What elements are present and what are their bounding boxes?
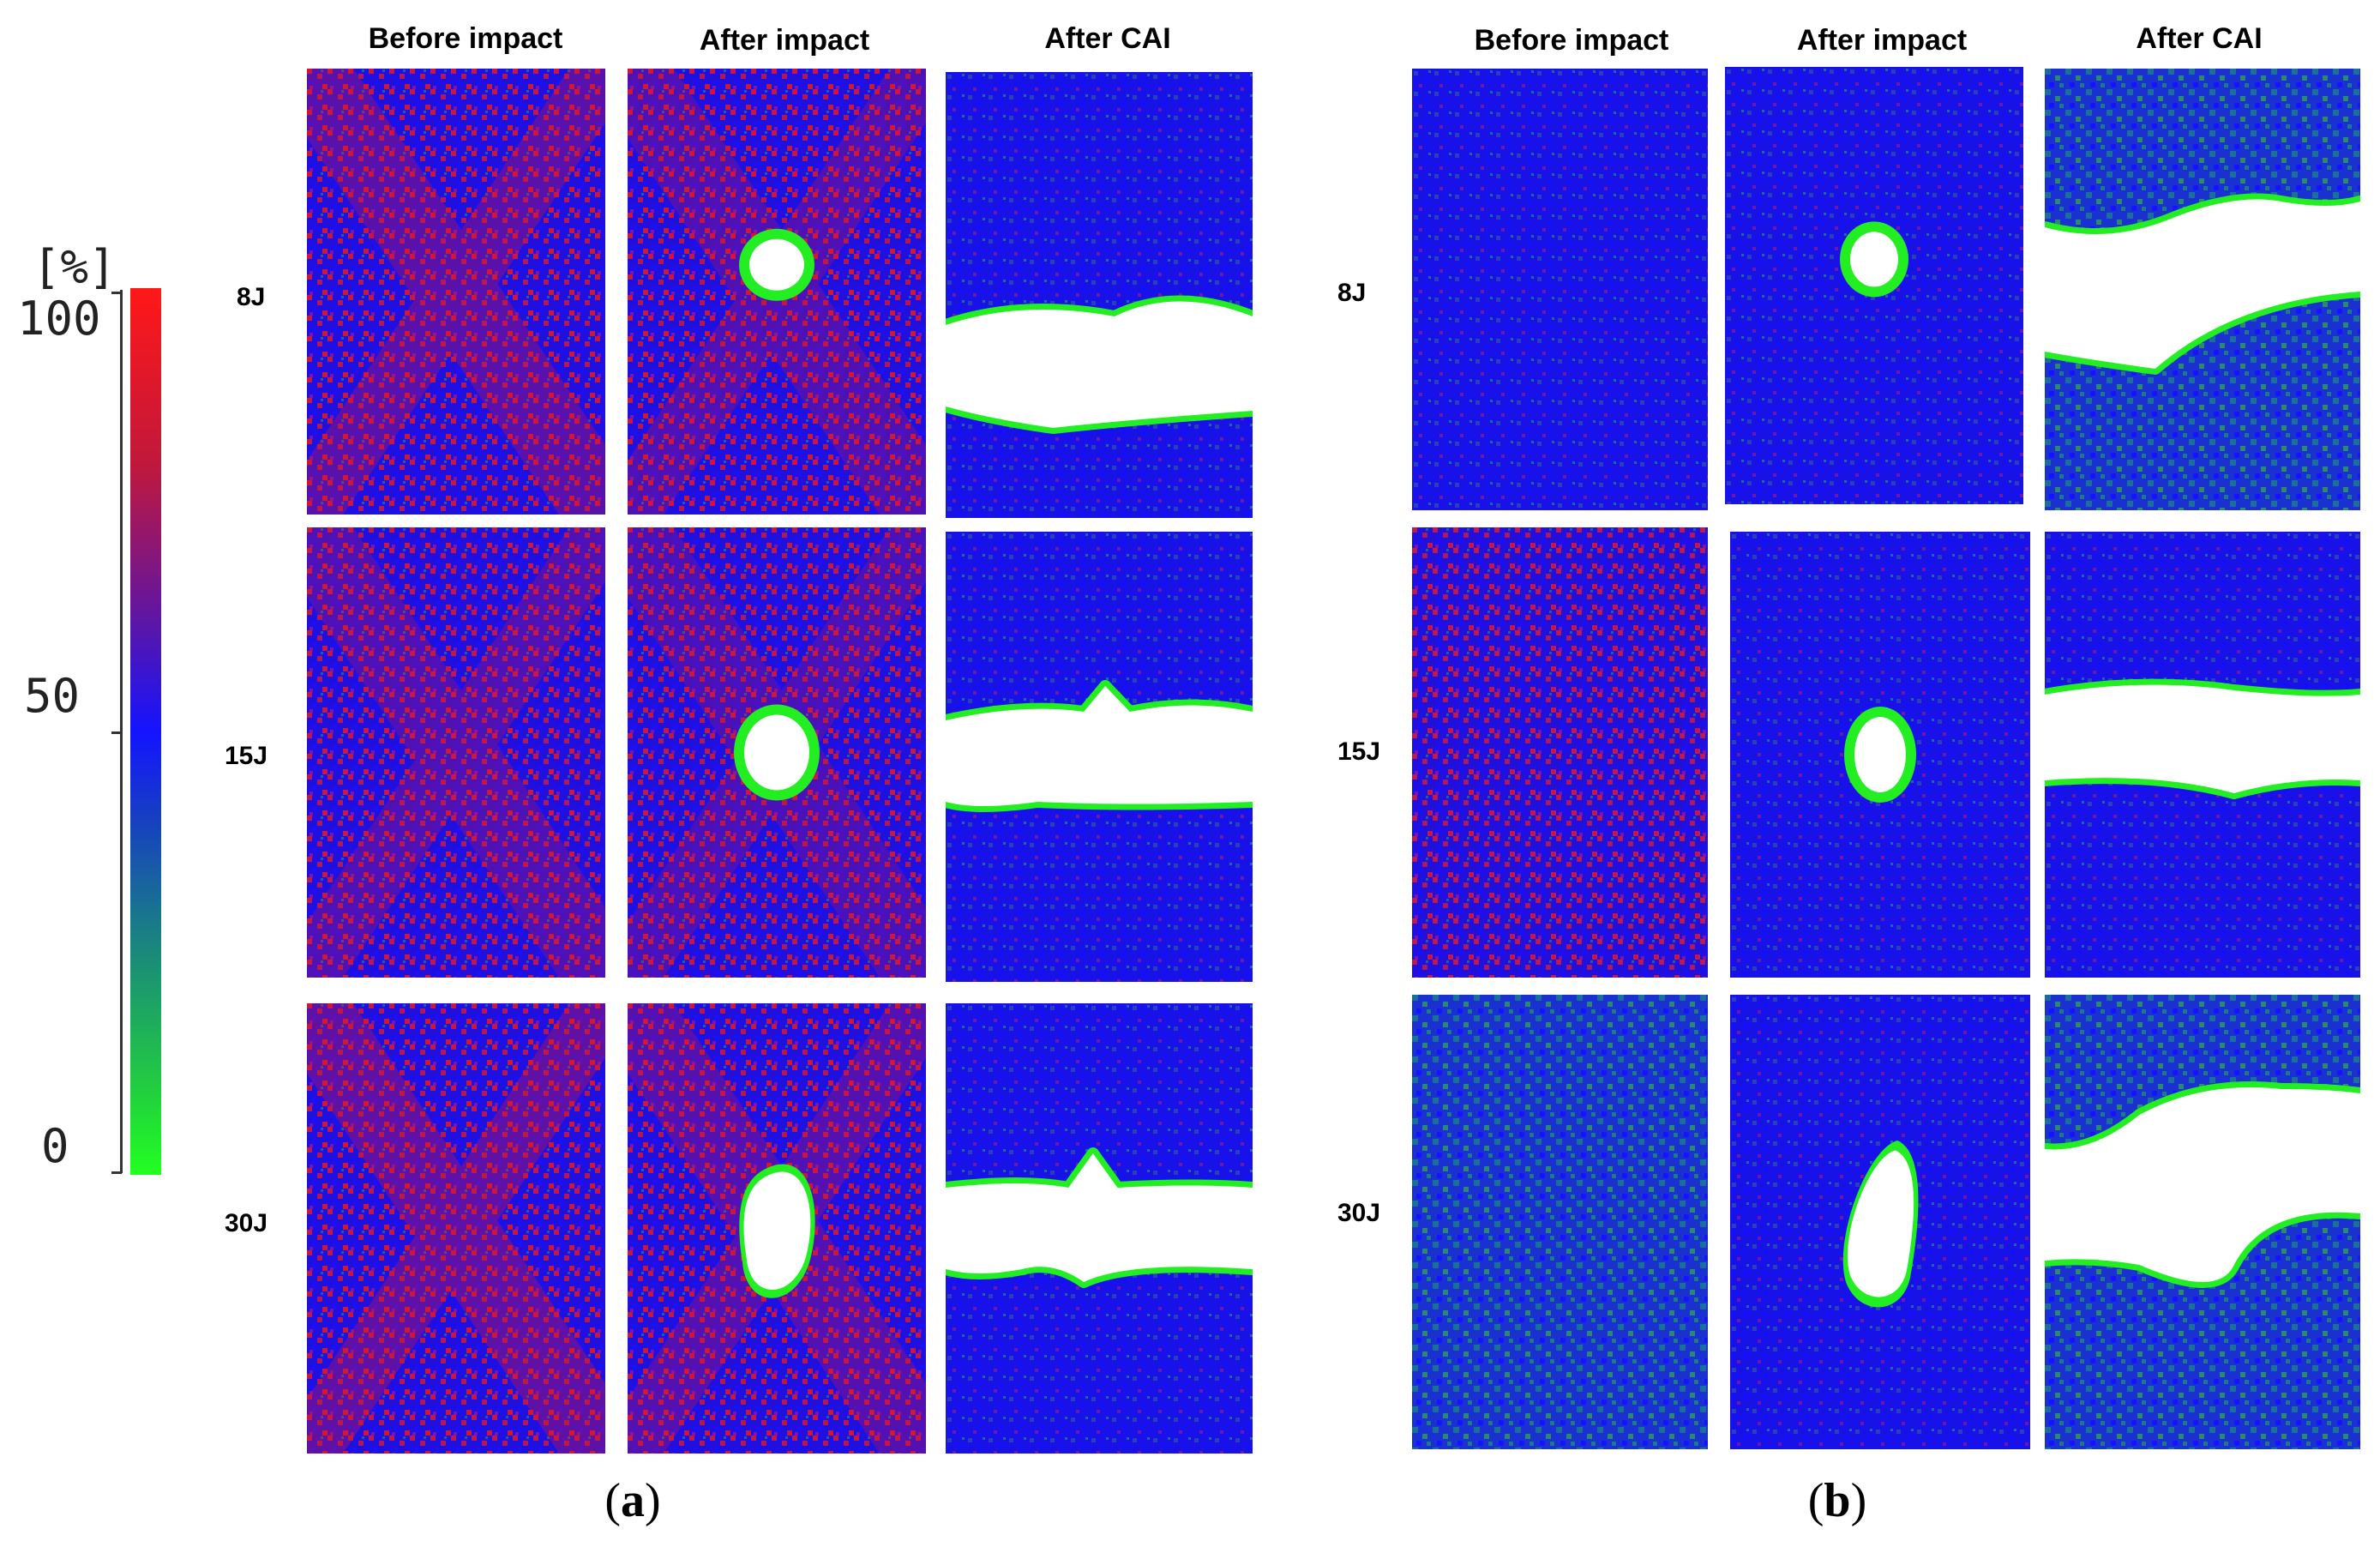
colorbar-tick-50: 50 xyxy=(24,669,81,723)
panel-a-cai-30j xyxy=(946,1003,1253,1454)
row-label-15j-a: 15J xyxy=(225,742,268,770)
damage-area xyxy=(1850,232,1898,287)
colorbar-tick-0: 0 xyxy=(41,1119,69,1173)
caption-b: (b) xyxy=(1807,1474,1867,1527)
column-header-before-impact-b: Before impact xyxy=(1474,24,1669,57)
caption-a: (a) xyxy=(604,1474,661,1527)
panel-a-after-30j xyxy=(628,1003,926,1454)
column-header-after-cai-a: After CAI xyxy=(1044,22,1171,55)
colorbar-unit: [%] xyxy=(33,240,117,294)
panel-a-cai-8j xyxy=(946,72,1253,518)
panel-b-before-30j xyxy=(1412,995,1708,1449)
panel-a-cai-15j xyxy=(946,532,1253,982)
damage-area xyxy=(1847,1150,1914,1297)
panel-a-after-8j xyxy=(628,69,926,515)
colorbar-tickmark xyxy=(111,1171,122,1174)
row-label-8j-b: 8J xyxy=(1337,279,1367,307)
panel-a-before-30j xyxy=(307,1003,605,1454)
colorbar-tickmark xyxy=(111,731,122,734)
crack-band xyxy=(946,1153,1253,1282)
damage-area xyxy=(1854,717,1906,792)
colorbar-tick-100: 100 xyxy=(17,292,101,346)
caption-letter-b: b xyxy=(1824,1474,1851,1527)
row-label-30j-b: 30J xyxy=(1337,1199,1381,1227)
crack-band xyxy=(2045,1087,2360,1282)
panel-b-cai-30j xyxy=(2045,995,2360,1449)
column-header-before-impact-a: Before impact xyxy=(368,22,563,55)
crack-band xyxy=(946,301,1253,428)
colorbar-tickmark xyxy=(111,292,122,294)
panel-b-cai-8j xyxy=(2045,69,2360,510)
panel-b-cai-15j xyxy=(2045,532,2360,978)
damage-area xyxy=(743,1171,811,1290)
panel-b-before-15j xyxy=(1412,527,1708,978)
panel-b-after-15j xyxy=(1730,532,2030,978)
panel-b-after-30j xyxy=(1730,995,2030,1449)
row-label-30j-a: 30J xyxy=(225,1209,268,1237)
row-label-8j-a: 8J xyxy=(237,283,266,311)
crack-band xyxy=(2045,684,2360,793)
row-label-15j-b: 15J xyxy=(1337,737,1381,766)
column-header-after-cai-b: After CAI xyxy=(2136,22,2263,55)
damage-area xyxy=(749,238,804,291)
panel-b-after-8j xyxy=(1725,67,2023,504)
panel-a-after-15j xyxy=(628,527,926,978)
caption-letter-a: a xyxy=(621,1474,645,1527)
column-header-after-impact-b: After impact xyxy=(1796,24,1968,57)
crack-band xyxy=(2045,199,2360,369)
panel-b-before-8j xyxy=(1412,69,1708,510)
colorbar-gradient xyxy=(130,288,161,1175)
column-header-after-impact-a: After impact xyxy=(699,24,870,57)
panel-a-before-8j xyxy=(307,69,605,515)
damage-area xyxy=(744,714,809,791)
crack-band xyxy=(946,686,1253,806)
panel-a-before-15j xyxy=(307,527,605,978)
